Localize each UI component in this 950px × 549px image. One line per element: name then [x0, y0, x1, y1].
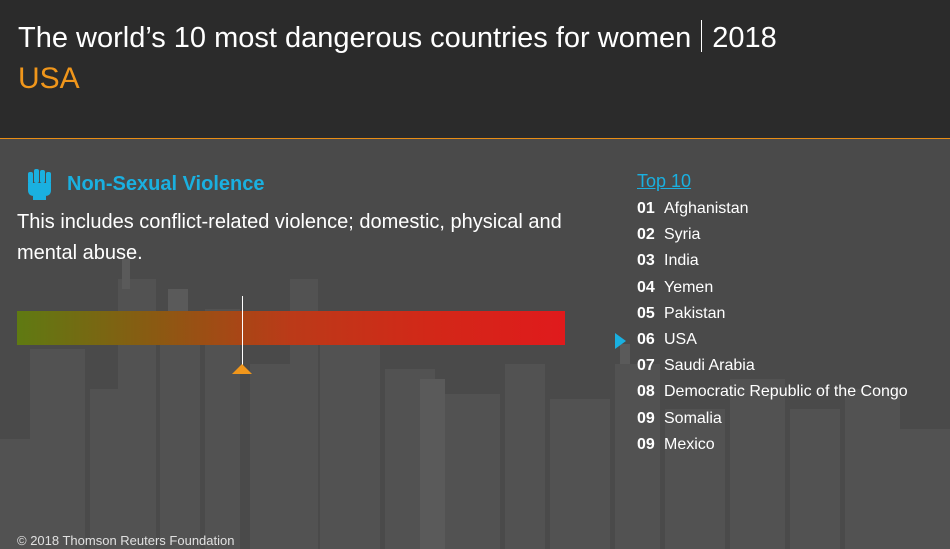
rank-country: Yemen — [664, 278, 714, 296]
rank-country: Pakistan — [664, 304, 726, 322]
skyline-building — [420, 379, 445, 549]
skyline-building — [440, 394, 500, 549]
rank-country: USA — [664, 330, 697, 348]
selected-pointer-icon — [615, 332, 626, 349]
list-item[interactable]: 04 Yemen — [637, 275, 908, 301]
country-name: USA — [18, 62, 80, 95]
skyline-building — [90, 389, 120, 549]
rank-number: 03 — [637, 252, 655, 270]
skyline-building — [665, 409, 725, 549]
list-item[interactable]: 08 Democratic Republic of the Congo — [637, 379, 908, 405]
skyline-building — [30, 349, 85, 549]
rank-number: 02 — [637, 226, 655, 244]
rank-number: 05 — [637, 304, 655, 322]
rank-country: Afghanistan — [664, 200, 749, 217]
title-text: The world’s 10 most dangerous countries … — [18, 22, 692, 54]
copyright: © 2018 Thomson Reuters Foundation — [17, 533, 235, 548]
category-description: This includes conflict-related violence;… — [17, 211, 562, 264]
rank-country: Democratic Republic of the Congo — [664, 383, 908, 401]
rank-country: Syria — [664, 226, 701, 244]
rank-number: 04 — [637, 278, 655, 296]
skyline-building — [122, 259, 130, 289]
country-position-line — [242, 296, 243, 372]
rank-number: 08 — [637, 383, 655, 401]
rank-number: 09 — [637, 409, 655, 427]
skyline-building — [620, 344, 630, 364]
skyline-building — [205, 309, 240, 549]
list-item[interactable]: 03 India — [637, 248, 908, 274]
list-item[interactable]: 01 Afghanistan — [637, 196, 908, 222]
raised-fist-icon — [28, 169, 51, 200]
rank-country: India — [664, 252, 699, 270]
list-item[interactable]: 09 Mexico — [637, 432, 908, 458]
skyline-building — [160, 339, 200, 549]
rank-number: 07 — [637, 357, 655, 375]
list-item[interactable]: 09 Somalia — [637, 406, 908, 432]
top10-heading[interactable]: Top 10 — [637, 171, 692, 191]
page-title: The world’s 10 most dangerous countries … — [18, 20, 777, 55]
header: The world’s 10 most dangerous countries … — [0, 0, 950, 139]
skyline-building — [320, 339, 380, 549]
skyline-building — [790, 409, 840, 549]
skyline-building — [615, 364, 660, 549]
rank-number: 06 — [637, 330, 655, 348]
title-divider — [701, 20, 703, 52]
skyline-building — [505, 364, 545, 549]
list-item[interactable]: 02 Syria — [637, 222, 908, 248]
skyline-building — [730, 379, 785, 549]
list-item[interactable]: 05 Pakistan — [637, 301, 908, 327]
country-position-marker — [232, 364, 252, 374]
skyline-building — [845, 389, 900, 549]
rank-country: Saudi Arabia — [664, 357, 755, 375]
danger-gradient-bar — [17, 311, 565, 345]
title-year: 2018 — [712, 22, 777, 54]
list-item[interactable]: 07 Saudi Arabia — [637, 353, 908, 379]
rank-country: Somalia — [664, 409, 722, 427]
list-item-selected[interactable]: 06 USA — [615, 327, 908, 353]
rank-number: 01 — [637, 200, 655, 217]
skyline-building — [550, 399, 610, 549]
category-title: Non-Sexual Violence — [67, 173, 265, 195]
top10-list: 01 Afghanistan 02 Syria 03 India 04 Yemen 05… — [615, 196, 908, 458]
rank-number: 09 — [637, 435, 655, 453]
skyline-building — [900, 429, 950, 549]
rank-country: Mexico — [664, 435, 715, 453]
